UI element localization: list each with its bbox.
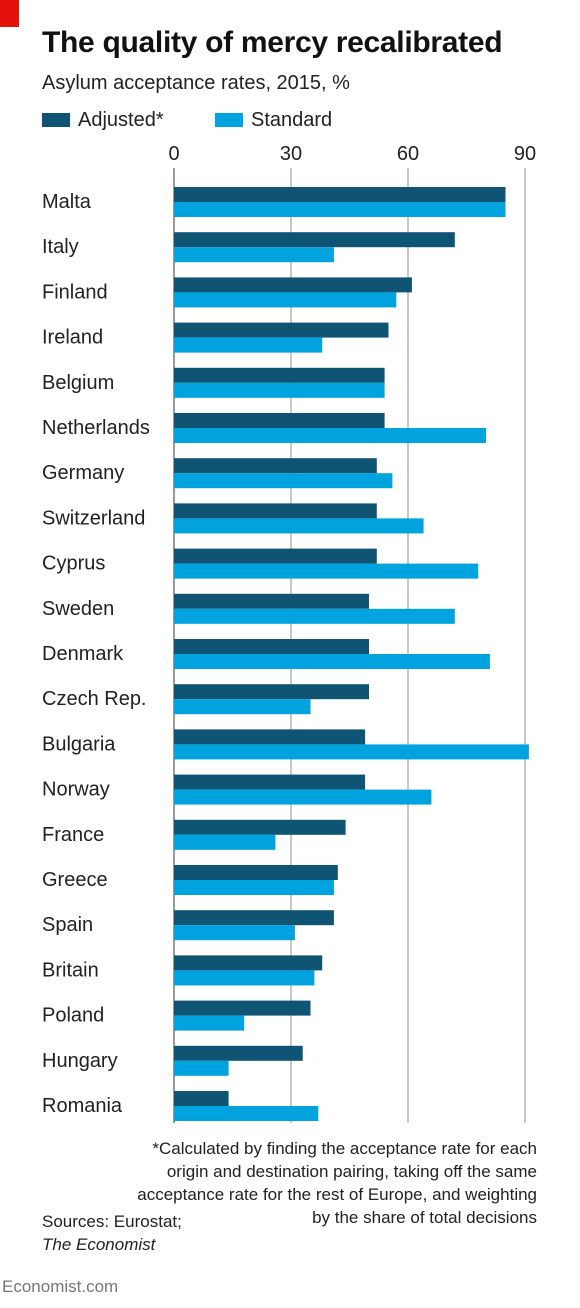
bar-adjusted-germany [174,458,377,474]
bar-adjusted-spain [174,910,334,926]
category-label-switzerland: Switzerland [42,507,145,529]
bar-adjusted-italy [174,232,455,248]
category-label-cyprus: Cyprus [42,553,105,575]
category-label-greece: Greece [42,869,108,891]
bar-standard-greece [174,880,334,895]
bar-adjusted-romania [174,1091,229,1106]
category-label-bulgaria: Bulgaria [42,733,116,755]
bar-adjusted-malta [174,187,506,202]
category-label-romania: Romania [42,1095,123,1117]
category-label-belgium: Belgium [42,372,114,394]
bar-adjusted-greece [174,865,338,880]
brand-label: Economist.com [2,1277,119,1296]
category-label-hungary: Hungary [42,1050,118,1072]
bar-adjusted-norway [174,774,366,790]
legend-item-standard: Standard [215,107,332,133]
bar-standard-malta [174,202,506,217]
x-tick-label-30: 30 [280,143,302,165]
category-label-spain: Spain [42,914,93,936]
bar-standard-britain [174,970,315,986]
bar-standard-ireland [174,337,323,353]
bar-standard-poland [174,1015,245,1031]
bar-standard-switzerland [174,518,424,534]
chart-subtitle: Asylum acceptance rates, 2015, % [42,72,350,94]
bar-adjusted-france [174,819,346,835]
bar-standard-denmark [174,654,490,669]
category-label-poland: Poland [42,1005,104,1027]
bar-standard-norway [174,789,432,805]
bar-standard-hungary [174,1060,229,1076]
sources-prefix: Sources: Eurostat; [42,1212,182,1231]
legend-swatch-adjusted [42,113,70,127]
legend-label-adjusted: Adjusted* [78,108,164,131]
bar-adjusted-cyprus [174,548,377,564]
sources-publication: The Economist [42,1235,156,1254]
bar-adjusted-hungary [174,1045,303,1061]
bar-adjusted-czech-rep [174,684,369,700]
bar-standard-italy [174,247,334,263]
bar-standard-czech-rep [174,699,311,715]
category-label-france: France [42,824,104,846]
bar-adjusted-bulgaria [174,729,366,745]
bar-standard-belgium [174,382,385,398]
bar-adjusted-denmark [174,639,369,654]
bar-standard-bulgaria [174,744,529,760]
category-label-norway: Norway [42,779,110,801]
x-tick-label-60: 60 [397,143,419,165]
bar-standard-netherlands [174,428,486,443]
bar-adjusted-belgium [174,367,385,383]
brand-tag [0,0,19,27]
category-label-czech-rep: Czech Rep. [42,688,147,710]
bar-adjusted-switzerland [174,503,377,519]
category-label-denmark: Denmark [42,643,124,665]
legend-item-adjusted: Adjusted* [42,107,164,133]
bar-adjusted-britain [174,955,323,971]
bar-standard-germany [174,473,393,489]
bar-standard-finland [174,292,397,308]
category-label-germany: Germany [42,462,124,484]
bar-adjusted-finland [174,277,412,293]
category-label-ireland: Ireland [42,327,103,349]
legend-label-standard: Standard [251,108,333,131]
category-label-finland: Finland [42,281,108,303]
bar-standard-cyprus [174,563,479,579]
chart-title: The quality of mercy recalibrated [42,26,503,59]
legend-swatch-standard [215,113,243,127]
category-label-italy: Italy [42,236,79,258]
category-label-britain: Britain [42,959,99,981]
bar-chart: 0 30 60 90 Malta Italy Finland Ireland Belgium Ne… [42,143,536,1123]
bar-standard-spain [174,925,295,941]
category-label-netherlands: Netherlands [42,417,150,439]
sources: Sources: Eurostat; The Economist [42,1210,182,1256]
bar-adjusted-sweden [174,593,369,609]
bar-adjusted-poland [174,1000,311,1016]
category-label-malta: Malta [42,191,92,213]
category-label-sweden: Sweden [42,598,114,620]
x-tick-label-0: 0 [168,143,179,165]
x-tick-label-90: 90 [514,143,536,165]
bar-adjusted-netherlands [174,413,385,428]
footnote: *Calculated by finding the acceptance ra… [137,1139,537,1227]
bar-standard-france [174,834,276,850]
bar-standard-romania [174,1106,319,1121]
bar-adjusted-ireland [174,322,389,338]
bar-standard-sweden [174,608,455,624]
